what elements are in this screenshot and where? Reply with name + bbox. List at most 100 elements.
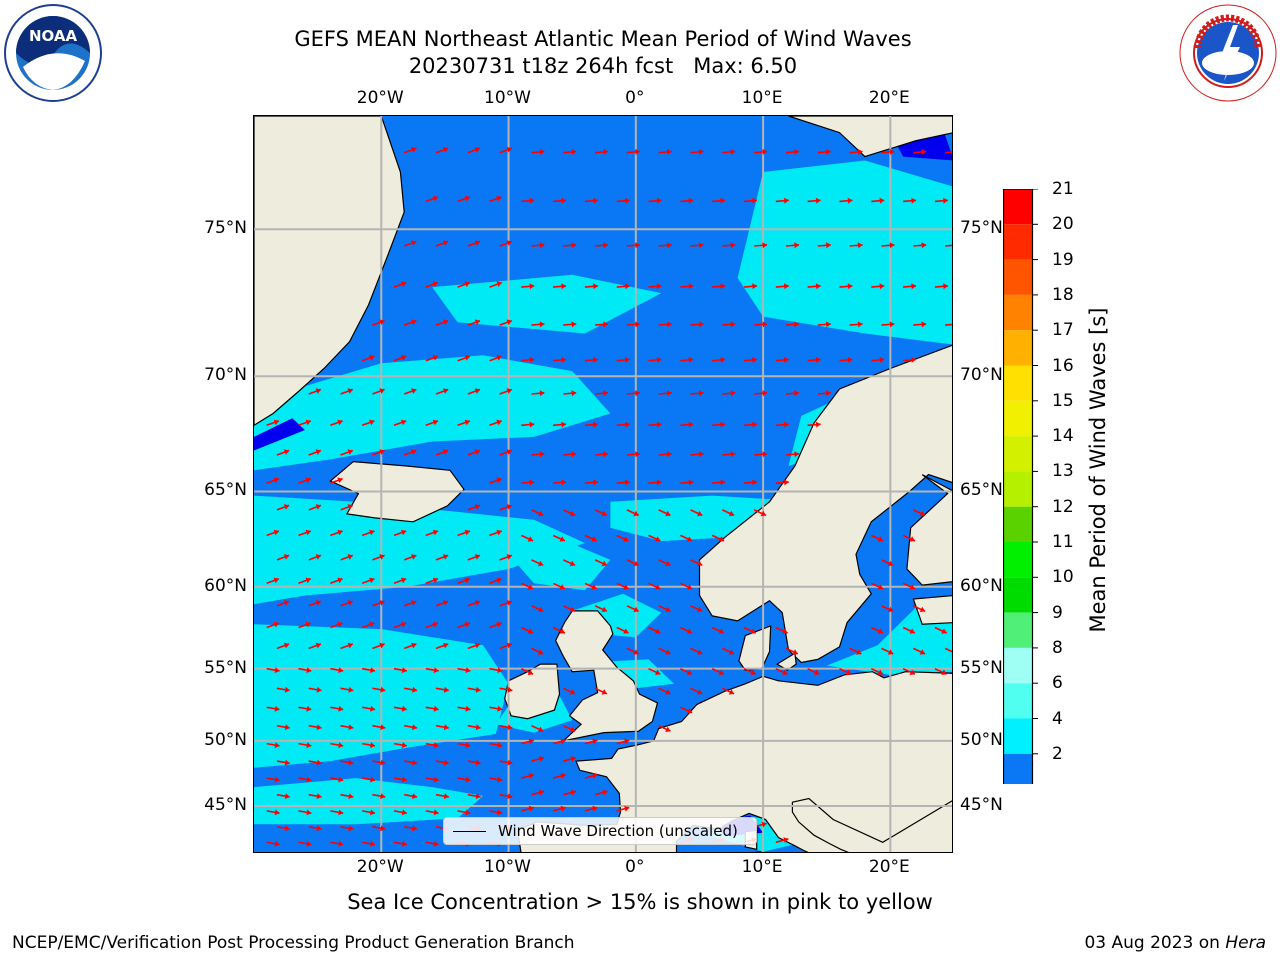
arrow-head (794, 242, 799, 249)
wave-direction-arrow (849, 321, 863, 328)
wave-direction-arrow (361, 419, 375, 427)
arrow-head (655, 628, 661, 634)
wave-direction-arrow (785, 148, 800, 155)
wave-direction-arrow (425, 840, 439, 847)
arrow-head (527, 628, 534, 634)
wave-direction-arrow (393, 577, 407, 585)
wave-direction-arrow (881, 559, 894, 567)
lat-label: 50°N (204, 729, 247, 750)
wave-direction-arrow (372, 319, 385, 326)
wave-direction-arrow (531, 789, 545, 796)
colorbar-tick-label: 18 (1052, 284, 1074, 305)
arrow-head (624, 356, 630, 363)
wave-direction-arrow (499, 686, 513, 693)
arrow-head (273, 621, 279, 628)
wave-direction-arrow (298, 477, 312, 484)
arrow-head (306, 705, 312, 712)
run-date: 03 Aug 2023 on Hera (1084, 933, 1266, 953)
wave-direction-arrow (658, 148, 672, 155)
wave-direction-arrow (425, 354, 439, 362)
arrow-head (784, 479, 789, 486)
arrow-head (656, 421, 662, 428)
arrow-head (465, 742, 471, 749)
arrow-head (527, 536, 534, 542)
arrow-head (698, 321, 704, 328)
wave-direction-arrow (330, 529, 343, 537)
wave-direction-arrow (393, 281, 407, 288)
wave-direction-arrow (404, 825, 418, 832)
wave-direction-arrow (520, 626, 534, 634)
arrow-head (666, 390, 672, 397)
arrow-head (464, 354, 470, 361)
colorbar-bin (1003, 612, 1033, 648)
wave-direction-arrow (626, 509, 640, 517)
wave-direction-arrow (913, 321, 927, 328)
wave-direction-arrow (912, 647, 926, 655)
arrow-head (507, 759, 513, 766)
arrow-head (347, 504, 353, 510)
arrow-head (338, 776, 344, 783)
arrow-head (665, 689, 671, 695)
arrow-head (815, 356, 821, 363)
wave-direction-arrow (849, 148, 863, 155)
lat-label: 45°N (960, 794, 1003, 815)
wave-direction-arrow (775, 479, 789, 486)
arrow-head (369, 621, 375, 628)
arrow-head (283, 449, 290, 455)
wave-direction-arrow (393, 742, 407, 749)
wave-direction-arrow (626, 647, 640, 655)
arrow-head (401, 742, 407, 749)
lon-label: 0° (625, 857, 645, 877)
wave-direction-arrow (499, 642, 513, 650)
colorbar-tick-label: 20 (1052, 214, 1074, 235)
wave-direction-arrow (562, 559, 576, 567)
arrow-head (379, 319, 385, 325)
period-4-6s-patch-0 (254, 355, 611, 471)
wave-direction-arrow (648, 283, 662, 290)
colorbar-tick-label: 14 (1052, 426, 1074, 447)
wave-direction-arrow (562, 605, 576, 613)
wave-direction-arrow (425, 667, 439, 674)
arrow-head (666, 321, 672, 328)
legend-line-sample (453, 831, 486, 832)
wave-direction-arrow (616, 356, 630, 363)
wave-direction-arrow (361, 354, 375, 362)
wave-direction-arrow (680, 356, 694, 363)
arrow-head (592, 738, 598, 745)
arrow-head (698, 148, 704, 155)
wave-direction-arrow (870, 667, 884, 675)
arrow-head (432, 354, 438, 361)
arrow-head (666, 242, 672, 249)
arrow-head (921, 148, 927, 155)
wave-direction-arrow (817, 321, 831, 328)
period-4-6s-patch-2 (254, 495, 585, 605)
arrow-head (794, 390, 799, 397)
arrow-head (443, 554, 449, 560)
arrow-head (593, 356, 598, 363)
arrow-head (465, 809, 471, 816)
arrow-head (571, 451, 577, 458)
arrow-head (528, 738, 534, 745)
wave-direction-arrow (754, 242, 768, 249)
wave-direction-arrow (563, 390, 577, 397)
arrow-head (306, 776, 312, 783)
wave-direction-arrow (467, 319, 481, 326)
arrow-head (443, 724, 449, 731)
wave-direction-arrow (467, 240, 481, 247)
arrow-head (635, 451, 640, 458)
arrow-head (348, 793, 354, 800)
arrow-head (475, 793, 481, 800)
wave-direction-arrow (711, 626, 725, 634)
arrow-head (401, 705, 407, 712)
colorbar-tick-label: 12 (1052, 496, 1074, 517)
arrow-head (528, 805, 534, 812)
wave-direction-arrow (648, 479, 662, 486)
wave-direction-arrow (467, 504, 481, 511)
arrow-head (337, 621, 343, 628)
lon-label: 20°E (868, 88, 910, 108)
wave-direction-arrow (467, 686, 481, 693)
wave-direction-arrow (499, 449, 513, 456)
arrow-head (528, 773, 534, 779)
wave-direction-arrow (489, 281, 502, 288)
wave-direction-arrow (552, 626, 566, 634)
